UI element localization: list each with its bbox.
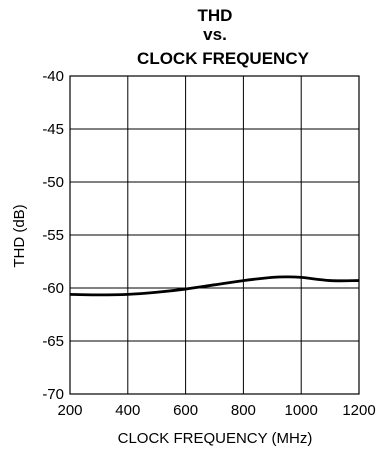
x-tick-label-2: 600 [173, 402, 198, 419]
x-axis-ticks: 200 400 600 800 1000 1200 [57, 402, 375, 419]
thd-series-line-0 [69, 275, 360, 297]
y-tick-label-6: -70 [42, 386, 64, 403]
x-axis-label: CLOCK FREQUENCY (MHz) [118, 430, 313, 447]
chart-title-line-1: THD [198, 6, 233, 25]
y-axis-label: THD (dB) [11, 204, 28, 267]
y-tick-label-2: -50 [42, 174, 64, 191]
series-layer [69, 275, 360, 297]
grid-lines [69, 75, 360, 395]
x-tick-label-3: 800 [231, 402, 256, 419]
y-tick-label-3: -55 [42, 227, 64, 244]
x-tick-label-5: 1200 [342, 402, 375, 419]
x-tick-label-4: 1000 [285, 402, 318, 419]
x-tick-label-1: 400 [115, 402, 140, 419]
y-tick-label-0: -40 [42, 68, 64, 85]
y-tick-label-1: -45 [42, 121, 64, 138]
y-tick-label-5: -65 [42, 333, 64, 350]
plot-area-frame [69, 75, 360, 395]
x-tick-label-0: 200 [57, 402, 82, 419]
chart-title-line-2: vs. [203, 25, 227, 44]
chart-title-line-3: CLOCK FREQUENCY [137, 49, 310, 68]
y-tick-label-4: -60 [42, 280, 64, 297]
y-axis-ticks: -40 -45 -50 -55 -60 -65 -70 [42, 68, 64, 403]
